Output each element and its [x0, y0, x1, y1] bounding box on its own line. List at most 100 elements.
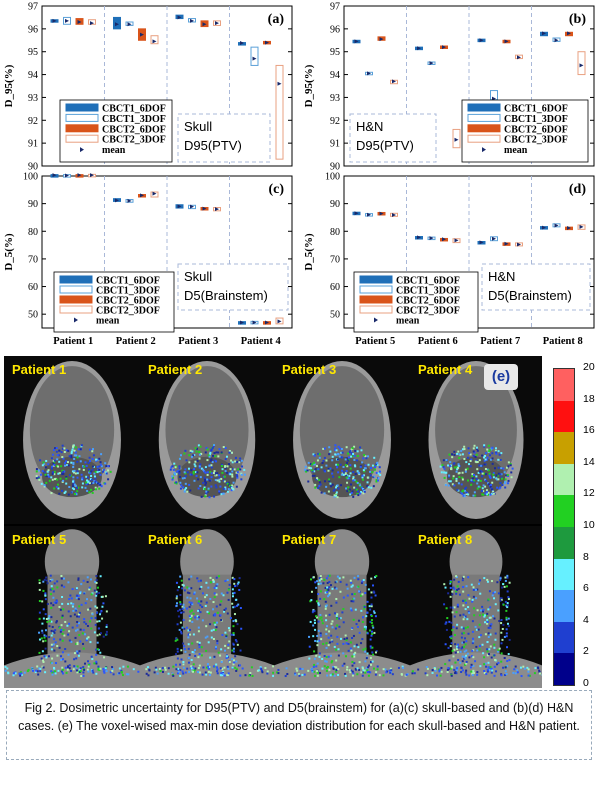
dose-voxel	[500, 674, 503, 677]
dose-voxel	[479, 479, 482, 482]
dose-voxel	[500, 476, 503, 479]
dose-voxel	[323, 447, 326, 450]
legend: CBCT1_6DOFCBCT1_3DOFCBCT2_6DOFCBCT2_3DOF…	[53, 271, 175, 333]
dose-voxel	[41, 665, 44, 668]
dose-voxel	[243, 468, 246, 471]
dose-voxel	[86, 476, 89, 479]
dose-voxel	[360, 594, 363, 597]
dose-voxel	[504, 579, 507, 582]
dose-voxel	[176, 650, 179, 653]
dose-voxel	[85, 483, 88, 486]
colorbar-segment	[554, 369, 574, 401]
dose-voxel	[54, 447, 57, 450]
dose-voxel	[76, 624, 79, 627]
dose-voxel	[40, 657, 43, 660]
dose-voxel	[205, 601, 208, 604]
dose-voxel	[374, 465, 377, 468]
dose-voxel	[186, 586, 189, 589]
dose-voxel	[83, 621, 86, 624]
dose-voxel	[463, 489, 466, 492]
dose-voxel	[475, 478, 478, 481]
legend-entry: CBCT2_6DOF	[102, 124, 166, 135]
dose-voxel	[53, 638, 56, 641]
dose-voxel	[57, 472, 60, 475]
dose-voxel	[485, 458, 488, 461]
dose-voxel	[490, 667, 493, 670]
dose-voxel	[52, 632, 55, 635]
dose-voxel	[74, 472, 77, 475]
dose-voxel	[367, 674, 370, 677]
dose-voxel	[45, 656, 48, 659]
dose-voxel	[500, 642, 503, 645]
dose-voxel	[204, 596, 207, 599]
dose-voxel	[61, 480, 64, 483]
dose-voxel	[338, 447, 341, 450]
dose-voxel	[470, 483, 473, 486]
dose-voxel	[462, 575, 465, 578]
dose-voxel	[507, 653, 510, 656]
dose-voxel	[321, 622, 324, 625]
dose-voxel	[443, 467, 446, 470]
dose-voxel	[476, 671, 479, 674]
dose-voxel	[454, 651, 457, 654]
dose-voxel	[194, 654, 197, 657]
dose-voxel	[342, 596, 345, 599]
dose-voxel	[528, 674, 531, 677]
dose-voxel	[201, 592, 204, 595]
mean-marker	[215, 207, 219, 212]
dose-voxel	[244, 674, 247, 677]
dose-voxel	[208, 464, 211, 467]
dose-voxel	[191, 642, 194, 645]
dose-voxel	[337, 487, 340, 490]
dose-voxel	[411, 672, 414, 675]
dose-voxel	[47, 617, 50, 620]
dose-voxel	[473, 451, 476, 454]
dose-voxel	[320, 491, 323, 494]
dose-voxel	[369, 638, 372, 641]
dose-voxel	[458, 453, 461, 456]
dose-voxel	[509, 464, 512, 467]
dose-voxel	[62, 470, 65, 473]
dose-voxel	[450, 466, 453, 469]
dose-voxel	[384, 668, 387, 671]
dose-voxel	[361, 638, 364, 641]
dose-voxel	[145, 672, 148, 675]
dose-voxel	[505, 585, 508, 588]
dose-voxel	[224, 644, 227, 647]
dose-voxel	[61, 616, 64, 619]
dose-voxel	[489, 493, 492, 496]
dose-voxel	[455, 667, 458, 670]
dose-voxel	[327, 644, 330, 647]
dose-voxel	[79, 592, 82, 595]
dose-voxel	[495, 451, 498, 454]
dose-voxel	[241, 465, 244, 468]
y-tick-label: 50	[330, 310, 340, 321]
dose-voxel	[98, 487, 101, 490]
dose-voxel	[378, 470, 381, 473]
dose-voxel	[370, 596, 373, 599]
dose-voxel	[327, 467, 330, 470]
dose-voxel	[207, 665, 210, 668]
dose-voxel	[313, 670, 316, 673]
dose-voxel	[504, 670, 507, 673]
dose-voxel	[47, 469, 50, 472]
y-tick-label: 93	[330, 93, 340, 104]
mean-marker	[354, 39, 359, 44]
y-tick-label: 100	[325, 172, 340, 183]
dose-voxel	[301, 668, 304, 671]
dose-voxel	[234, 585, 237, 588]
dose-voxel	[179, 575, 182, 578]
colorbar-segment	[554, 495, 574, 527]
dose-voxel	[462, 586, 465, 589]
dose-voxel	[72, 466, 75, 469]
dose-voxel	[73, 449, 76, 452]
dose-voxel	[61, 489, 64, 492]
dose-voxel	[457, 482, 460, 485]
dose-voxel	[215, 584, 218, 587]
mean-marker	[265, 40, 269, 45]
dose-voxel	[323, 655, 326, 658]
dose-voxel	[232, 625, 235, 628]
dose-voxel	[345, 476, 348, 479]
dose-voxel	[506, 606, 509, 609]
dose-voxel	[58, 460, 61, 463]
